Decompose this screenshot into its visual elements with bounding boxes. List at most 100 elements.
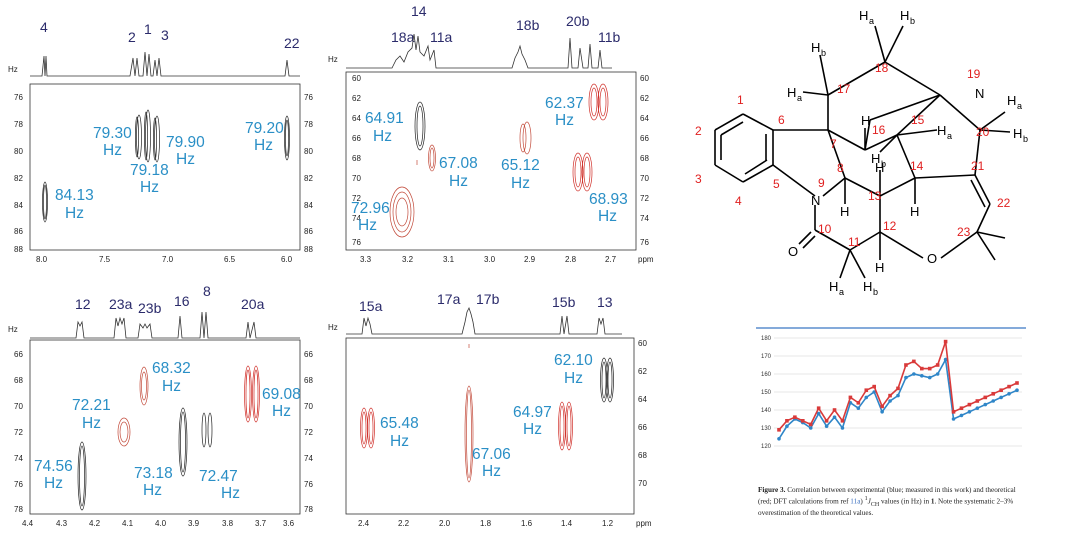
coupling-unit: Hz [82,415,101,432]
correlation-chart: 180 170 160 150 140 130 120 [752,327,1026,476]
coupling-unit: Hz [44,475,63,492]
coupling-value: 72.96 [351,200,390,217]
y-tick-label: 180 [761,336,772,342]
y-tick-label: 140 [761,408,772,414]
coupling-unit: Hz [564,370,583,387]
data-point [824,424,829,428]
caption-superscript: 1 [864,495,868,502]
x-tick: 3.3 [360,255,372,264]
plot-frame [29,339,301,515]
x-tick: 6.5 [224,255,236,264]
x-tick: 8.0 [36,255,48,264]
atom-number: 3 [695,172,702,186]
y-tick: 60 [352,74,361,83]
data-point [777,437,781,441]
axis-unit: Hz [328,55,338,64]
y-tick: 66 [352,134,361,143]
y-tick-right: 60 [638,339,647,348]
data-point [872,390,876,394]
plot-frame [345,337,635,515]
atom-number: 11 [848,235,861,249]
coupling-value: 79.18 [130,162,169,179]
1d-proton-trace [30,51,300,77]
data-point [808,422,813,427]
coupling-value: 72.21 [72,397,111,414]
peak-label: 2 [128,29,136,45]
data-point [999,395,1003,400]
atom-number: 22 [997,196,1011,210]
data-point [896,393,900,398]
contour-peaks [42,109,290,223]
data-point [967,410,972,414]
caption-reference[interactable]: 11a [850,496,861,505]
coupling-unit: Hz [449,173,468,190]
y-tick-right: 64 [638,395,647,404]
y-tick-label: 160 [761,372,772,378]
data-point [856,401,861,405]
hsqc-panel-d: 15a 17a 17b 15b 13 Hz 60 62 64 66 68 70 … [322,282,656,538]
peak-label: 12 [75,296,91,312]
contour-peaks [77,365,260,511]
x-tick: 3.0 [484,255,496,264]
atom-number: 20 [976,125,990,139]
x-tick: 3.1 [443,255,455,264]
y-tick-right: 70 [640,174,649,183]
atom-number: 10 [818,222,832,236]
x-tick: 4.2 [89,519,101,528]
data-point [927,375,932,380]
coupling-value: 73.18 [134,465,173,482]
h-atom: H [875,160,884,175]
data-point [943,339,948,344]
data-point [959,413,964,418]
y-tick: 74 [14,454,23,463]
caption-text: values (in Hz) in [879,496,931,505]
data-point [832,408,837,412]
data-point [920,374,924,378]
atom-number: 4 [735,194,742,208]
x-tick: 7.0 [162,255,174,264]
hsqc-panel-b: 14 18a 11a 18b 20b 11b Hz 60 62 64 66 68… [322,0,656,268]
atom-number: 14 [910,159,924,173]
peak-label: 18a [391,29,415,45]
data-point [840,419,845,423]
y-tick-label: 130 [761,426,772,432]
peak-label: 23a [109,296,133,312]
y-tick-right: 62 [638,367,647,376]
x-tick: 4.4 [22,519,34,528]
peak-label: 17b [476,291,500,307]
y-tick: 70 [14,402,23,411]
atom-number: 8 [837,161,844,175]
y-tick: 68 [14,376,23,385]
data-point [880,410,884,414]
x-tick: 3.2 [402,255,414,264]
coupling-unit: Hz [140,179,159,196]
y-tick-right: 70 [638,479,647,488]
y-tick-right: 88 [304,245,313,254]
y-tick-right: 64 [640,114,649,123]
h-subscript: a [839,287,844,297]
x-tick: 1.2 [602,519,614,528]
peak-label: 18b [516,17,540,33]
atom-number: 16 [872,123,886,137]
coupling-unit: Hz [482,463,501,480]
data-point [983,402,988,407]
h-atom: H [811,40,820,55]
atom-number: 17 [837,82,851,96]
y-tick-right: 70 [304,402,313,411]
h-atom: H [829,279,838,294]
peak-label: 20a [241,296,265,312]
h-subscript: a [1017,101,1022,111]
y-tick: 76 [352,238,361,247]
y-tick-right: 84 [304,201,313,210]
atom-number: 2 [695,124,702,138]
data-point [959,406,964,410]
caption-j: J [867,496,871,505]
y-tick-right: 68 [638,451,647,460]
x-tick: 1.8 [480,519,492,528]
axis-unit: Hz [328,323,338,332]
atom-number: 13 [868,189,882,203]
hsqc-panel-c: 12 23a 23b 16 8 20a Hz 66 68 70 72 74 76… [0,282,318,538]
y-tick: 68 [352,154,361,163]
y-tick-right: 82 [304,174,313,183]
data-point [785,424,789,428]
